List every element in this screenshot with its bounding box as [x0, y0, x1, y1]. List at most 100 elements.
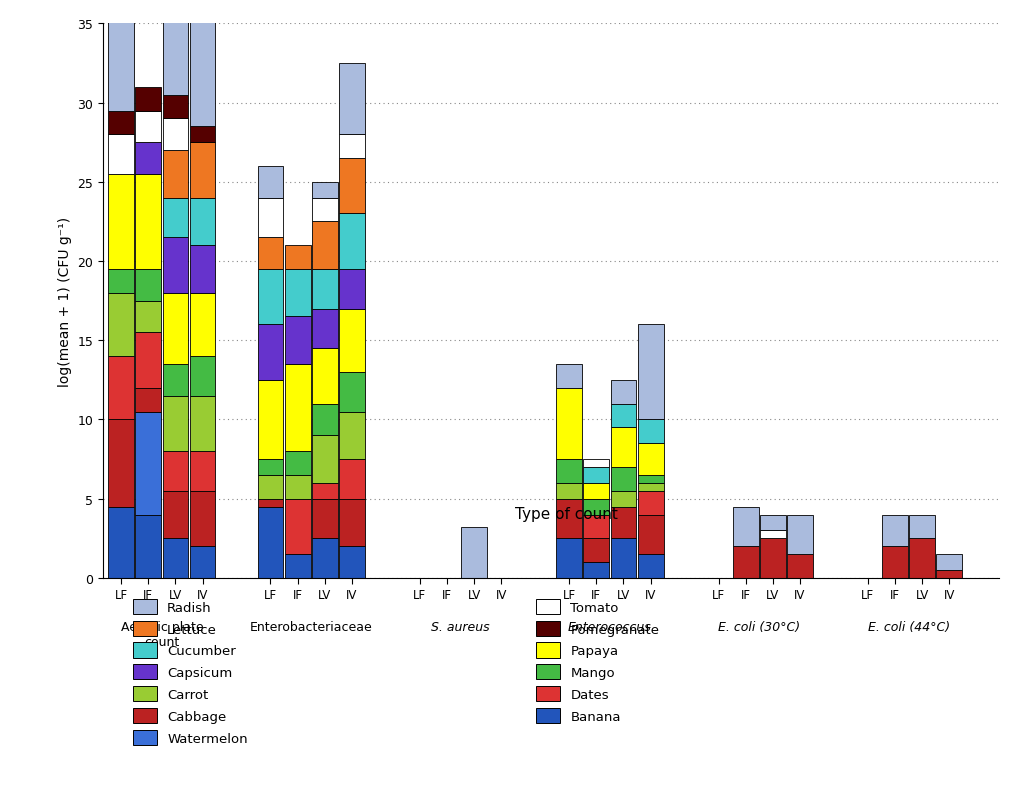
Bar [163, 539, 188, 578]
Bar [583, 539, 609, 562]
Bar [556, 365, 582, 388]
Bar [909, 515, 935, 539]
Bar [312, 222, 338, 269]
Text: E. coli (30°C): E. coli (30°C) [718, 620, 800, 633]
Bar [611, 380, 637, 404]
Bar [284, 365, 310, 452]
Bar [135, 143, 161, 174]
Bar [882, 515, 907, 547]
Bar [163, 491, 188, 539]
Bar [638, 475, 663, 483]
Bar [732, 547, 758, 578]
Bar [556, 483, 582, 499]
Bar [284, 452, 310, 475]
Bar [258, 199, 283, 238]
Bar [284, 555, 310, 578]
Bar [108, 111, 134, 135]
Bar [312, 436, 338, 483]
Bar [258, 460, 283, 475]
Bar [108, 357, 134, 420]
Bar [339, 135, 365, 159]
Bar [339, 269, 365, 309]
Bar [312, 349, 338, 404]
Bar [611, 467, 637, 491]
Bar [108, 507, 134, 578]
Bar [936, 570, 962, 578]
Bar [760, 530, 786, 539]
Bar [461, 527, 487, 578]
Bar [638, 420, 663, 444]
Bar [135, 269, 161, 301]
Bar [583, 499, 609, 515]
Text: Aerobic plate
count: Aerobic plate count [121, 620, 203, 648]
Bar [258, 269, 283, 325]
Bar [190, 452, 215, 491]
Bar [556, 499, 582, 539]
Bar [583, 515, 609, 539]
Bar [284, 317, 310, 365]
Bar [284, 475, 310, 499]
Bar [339, 214, 365, 269]
Bar [258, 325, 283, 380]
Bar [190, 143, 215, 199]
Bar [284, 499, 310, 555]
Bar [135, 301, 161, 333]
Bar [135, 388, 161, 412]
Bar [339, 547, 365, 578]
Bar [190, 397, 215, 452]
Bar [732, 507, 758, 547]
Bar [190, 199, 215, 246]
Bar [611, 428, 637, 467]
Bar [312, 309, 338, 349]
Bar [108, 269, 134, 294]
Bar [108, 294, 134, 357]
Bar [760, 515, 786, 530]
Bar [638, 491, 663, 515]
Bar [135, 174, 161, 269]
Bar [258, 380, 283, 460]
Y-axis label: log(mean + 1) (CFU g⁻¹): log(mean + 1) (CFU g⁻¹) [58, 217, 72, 386]
Bar [163, 294, 188, 365]
Bar [312, 269, 338, 309]
Bar [339, 64, 365, 135]
Bar [135, 333, 161, 388]
Bar [284, 269, 310, 317]
Bar [787, 515, 813, 555]
Bar [190, 127, 215, 143]
Bar [583, 467, 609, 483]
Bar [583, 562, 609, 578]
Bar [556, 539, 582, 578]
Bar [556, 388, 582, 460]
Bar [339, 499, 365, 547]
Bar [108, 135, 134, 174]
Text: Type of count: Type of count [515, 507, 618, 521]
Bar [135, 412, 161, 515]
Bar [135, 88, 161, 111]
Bar [611, 404, 637, 428]
Bar [108, 174, 134, 269]
Bar [190, 0, 215, 127]
Bar [163, 0, 188, 96]
Bar [258, 499, 283, 507]
Bar [163, 452, 188, 491]
Bar [312, 404, 338, 436]
Bar [339, 309, 365, 372]
Bar [583, 483, 609, 499]
Bar [638, 515, 663, 555]
Text: E. coli (44°C): E. coli (44°C) [867, 620, 950, 633]
Bar [190, 491, 215, 547]
Bar [258, 475, 283, 499]
Bar [909, 539, 935, 578]
Bar [312, 499, 338, 539]
Bar [556, 460, 582, 483]
Bar [163, 238, 188, 294]
Bar [284, 246, 310, 269]
Bar [258, 167, 283, 199]
Bar [638, 483, 663, 491]
Bar [339, 159, 365, 214]
Bar [190, 294, 215, 357]
Bar [135, 111, 161, 143]
Bar [611, 507, 637, 539]
Bar [638, 555, 663, 578]
Bar [339, 460, 365, 499]
